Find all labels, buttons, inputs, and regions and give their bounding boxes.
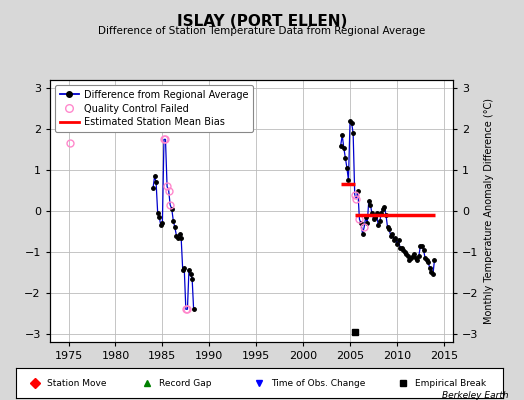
Text: ISLAY (PORT ELLEN): ISLAY (PORT ELLEN) xyxy=(177,14,347,29)
Text: Station Move: Station Move xyxy=(47,378,107,388)
Y-axis label: Monthly Temperature Anomaly Difference (°C): Monthly Temperature Anomaly Difference (… xyxy=(484,98,494,324)
Legend: Difference from Regional Average, Quality Control Failed, Estimated Station Mean: Difference from Regional Average, Qualit… xyxy=(54,85,253,132)
Text: Record Gap: Record Gap xyxy=(159,378,212,388)
Text: Berkeley Earth: Berkeley Earth xyxy=(442,390,508,400)
Text: Difference of Station Temperature Data from Regional Average: Difference of Station Temperature Data f… xyxy=(99,26,425,36)
Text: Time of Obs. Change: Time of Obs. Change xyxy=(271,378,366,388)
Text: Empirical Break: Empirical Break xyxy=(416,378,486,388)
